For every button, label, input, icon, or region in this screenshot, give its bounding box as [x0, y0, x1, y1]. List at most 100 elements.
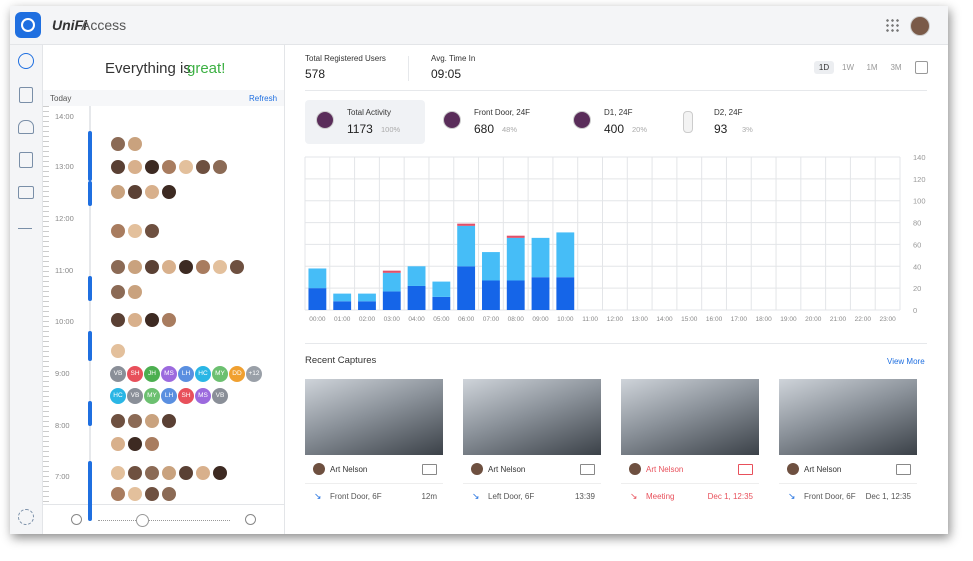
avatar[interactable]	[127, 136, 143, 152]
range-tab[interactable]: 1W	[842, 63, 854, 72]
user-badge[interactable]: VB	[127, 388, 143, 404]
avatar[interactable]	[127, 436, 143, 452]
user-badge[interactable]: MY	[212, 366, 228, 382]
nav-settings[interactable]	[18, 509, 34, 525]
avatar[interactable]	[110, 184, 126, 200]
avatar[interactable]	[161, 413, 177, 429]
avatar[interactable]	[144, 413, 160, 429]
user-badge[interactable]: VB	[212, 388, 228, 404]
activity-label[interactable]: Total Activity	[347, 108, 392, 117]
avatar[interactable]	[144, 223, 160, 239]
user-badge[interactable]: JH	[144, 366, 160, 382]
avatar[interactable]	[195, 465, 211, 481]
user-badge[interactable]: MY	[144, 388, 160, 404]
activity-label[interactable]: D2, 24F	[714, 108, 743, 117]
nav-cards[interactable]	[18, 186, 34, 199]
avatar[interactable]	[161, 184, 177, 200]
avatar[interactable]	[161, 159, 177, 175]
capture-image[interactable]	[305, 379, 443, 455]
user-badge[interactable]: DD	[229, 366, 245, 382]
zoom-out[interactable]	[71, 514, 82, 525]
zoom-in[interactable]	[245, 514, 256, 525]
activity-count[interactable]: 1173	[347, 122, 373, 136]
avatar[interactable]	[144, 259, 160, 275]
nav-events[interactable]	[19, 152, 33, 168]
nav-dashboard[interactable]	[18, 53, 34, 69]
user-badge[interactable]: MS	[195, 388, 211, 404]
range-tab[interactable]: 1D	[814, 61, 834, 74]
avatar[interactable]	[110, 413, 126, 429]
user-badge[interactable]: SH	[178, 388, 194, 404]
avatar[interactable]	[195, 259, 211, 275]
range-tab[interactable]: 3M	[890, 63, 902, 72]
avatar[interactable]	[127, 259, 143, 275]
zoom-slider[interactable]	[98, 520, 230, 521]
capture-image[interactable]	[463, 379, 601, 455]
user-badge[interactable]: HC	[195, 366, 211, 382]
logo[interactable]	[15, 12, 41, 38]
avatar[interactable]	[161, 259, 177, 275]
capture-person[interactable]: Art Nelson	[330, 465, 368, 474]
avatar[interactable]	[110, 486, 126, 502]
avatar[interactable]	[127, 184, 143, 200]
avatar[interactable]	[161, 312, 177, 328]
activity-label[interactable]: D1, 24F	[604, 108, 633, 117]
user-badge[interactable]: SH	[127, 366, 143, 382]
avatar[interactable]	[110, 259, 126, 275]
avatar[interactable]	[110, 312, 126, 328]
avatar[interactable]	[127, 413, 143, 429]
user-badge[interactable]: LH	[178, 366, 194, 382]
zoom-handle[interactable]	[136, 514, 149, 527]
avatar[interactable]	[127, 312, 143, 328]
activity-count[interactable]: 400	[604, 122, 625, 136]
avatar[interactable]	[144, 436, 160, 452]
range-tab[interactable]: 1M	[866, 63, 878, 72]
avatar[interactable]	[229, 259, 245, 275]
avatar[interactable]	[144, 465, 160, 481]
avatar[interactable]	[127, 159, 143, 175]
avatar[interactable]	[110, 136, 126, 152]
avatar[interactable]	[144, 184, 160, 200]
avatar[interactable]	[110, 159, 126, 175]
avatar[interactable]	[161, 486, 177, 502]
avatar[interactable]	[127, 284, 143, 300]
apps-menu[interactable]	[885, 18, 899, 32]
activity-label[interactable]: Front Door, 24F	[474, 108, 531, 117]
calendar-button[interactable]	[915, 61, 928, 74]
capture-person[interactable]: Art Nelson	[804, 465, 842, 474]
avatar[interactable]	[212, 159, 228, 175]
avatar[interactable]	[110, 465, 126, 481]
user-badge[interactable]: VB	[110, 366, 126, 382]
avatar[interactable]	[212, 465, 228, 481]
refresh-link[interactable]: Refresh	[249, 94, 278, 103]
avatar[interactable]	[144, 159, 160, 175]
capture-image[interactable]	[621, 379, 759, 455]
user-avatar[interactable]	[910, 16, 930, 36]
avatar[interactable]	[178, 259, 194, 275]
capture-person[interactable]: Art Nelson	[646, 465, 684, 474]
avatar[interactable]	[127, 465, 143, 481]
avatar[interactable]	[178, 159, 194, 175]
avatar[interactable]	[195, 159, 211, 175]
avatar[interactable]	[144, 312, 160, 328]
capture-image[interactable]	[779, 379, 917, 455]
capture-person[interactable]: Art Nelson	[488, 465, 526, 474]
user-badge[interactable]: MS	[161, 366, 177, 382]
activity-count[interactable]: 680	[474, 122, 495, 136]
avatar[interactable]	[127, 223, 143, 239]
user-badge[interactable]: LH	[161, 388, 177, 404]
avatar[interactable]	[212, 259, 228, 275]
avatar[interactable]	[110, 284, 126, 300]
avatar[interactable]	[110, 223, 126, 239]
nav-users[interactable]	[18, 120, 34, 134]
avatar[interactable]	[110, 436, 126, 452]
activity-count[interactable]: 93	[714, 122, 728, 136]
avatar[interactable]	[161, 465, 177, 481]
view-more[interactable]: View More	[887, 357, 925, 366]
avatar[interactable]	[110, 343, 126, 359]
user-badge[interactable]: +12	[246, 366, 262, 382]
user-badge[interactable]: HC	[110, 388, 126, 404]
avatar[interactable]	[178, 465, 194, 481]
avatar[interactable]	[144, 486, 160, 502]
nav-doors[interactable]	[19, 87, 33, 103]
